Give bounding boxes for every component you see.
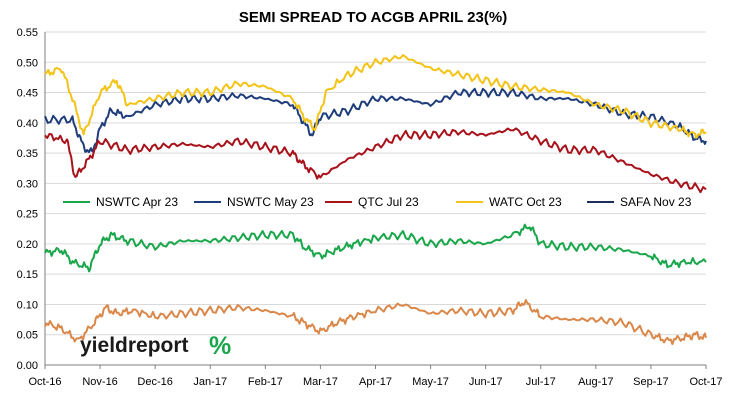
logo-percent-symbol: % xyxy=(209,332,231,360)
y-tick-labels: 0.00 0.05 0.10 0.15 0.20 0.25 0.30 0.35 0.40 0.45… xyxy=(17,27,38,372)
series-line-nswtc-may-23 xyxy=(44,87,707,153)
x-tick-label: Oct-17 xyxy=(689,376,722,388)
x-tick-label: Aug-17 xyxy=(578,376,613,388)
x-tick-label: Feb-17 xyxy=(248,376,283,388)
series-line-unlabelled xyxy=(44,299,707,346)
series-line-watc-oct-23 xyxy=(44,54,707,139)
y-tick-label: 0.20 xyxy=(17,239,38,251)
series-line-nswtc-apr-23 xyxy=(44,223,707,273)
y-tick-label: 0.00 xyxy=(17,360,38,372)
y-tick-label: 0.30 xyxy=(17,178,38,190)
series-lines xyxy=(44,54,707,346)
x-tick-label: Dec-16 xyxy=(137,376,172,388)
series-line-qtc-jul-23 xyxy=(44,127,707,194)
y-tick-label: 0.25 xyxy=(17,209,38,221)
x-tick-label: Sep-17 xyxy=(633,376,668,388)
y-tick-label: 0.55 xyxy=(17,27,38,39)
y-tick-label: 0.35 xyxy=(17,148,38,160)
x-tick-label: Mar-17 xyxy=(303,376,338,388)
y-tick-label: 0.45 xyxy=(17,88,38,100)
x-tick-label: Jun-17 xyxy=(469,376,503,388)
legend-label-nswtc-may-23: NSWTC May 23 xyxy=(227,195,314,209)
y-tick-label: 0.40 xyxy=(17,118,38,130)
yieldreport-logo: yieldreport % xyxy=(80,332,231,360)
x-tick-labels: Oct-16 Nov-16 Dec-16 Jan-17 Feb-17 Mar-17 Apr-… xyxy=(28,365,723,388)
y-tick-label: 0.15 xyxy=(17,269,38,281)
x-tick-label: Jan-17 xyxy=(193,376,227,388)
x-tick-label: Oct-16 xyxy=(28,376,61,388)
legend-label-qtc-jul-23: QTC Jul 23 xyxy=(358,195,419,209)
logo-wordmark: yieldreport xyxy=(80,334,189,357)
y-tick-label: 0.10 xyxy=(17,299,38,311)
legend-label-safa-nov-23: SAFA Nov 23 xyxy=(620,195,692,209)
x-tick-label: Apr-17 xyxy=(359,376,392,388)
x-tick-label: Jul-17 xyxy=(526,376,556,388)
legend-label-watc-oct-23: WATC Oct 23 xyxy=(489,195,562,209)
y-tick-label: 0.50 xyxy=(17,57,38,69)
legend: NSWTC Apr 23 NSWTC May 23 QTC Jul 23 WATC O… xyxy=(63,195,692,209)
y-tick-label: 0.05 xyxy=(17,330,38,342)
chart-title: SEMI SPREAD TO ACGB APRIL 23(%) xyxy=(239,9,507,26)
x-tick-label: Nov-16 xyxy=(82,376,117,388)
x-tick-label: May-17 xyxy=(412,376,449,388)
legend-label-nswtc-apr-23: NSWTC Apr 23 xyxy=(96,195,178,209)
